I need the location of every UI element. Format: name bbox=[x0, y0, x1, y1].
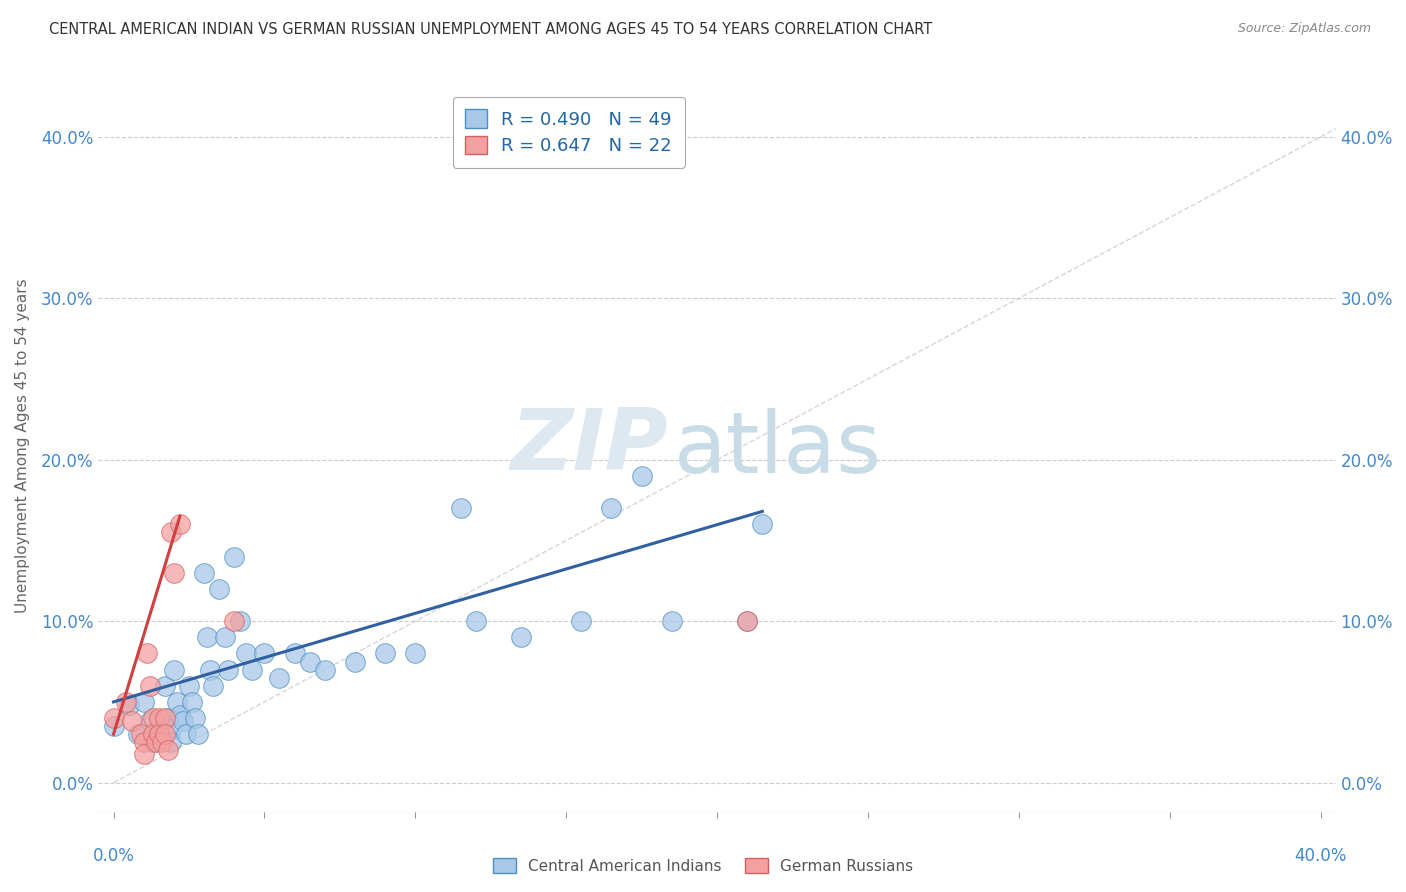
Point bbox=[195, 631, 218, 645]
Point bbox=[160, 723, 183, 737]
Point bbox=[103, 719, 125, 733]
Legend: Central American Indians, German Russians: Central American Indians, German Russian… bbox=[486, 852, 920, 880]
Point bbox=[298, 655, 321, 669]
Point bbox=[214, 631, 236, 645]
Text: 40.0%: 40.0% bbox=[1295, 847, 1347, 865]
Point bbox=[569, 614, 592, 628]
Point bbox=[121, 714, 143, 729]
Point bbox=[374, 647, 396, 661]
Text: 0.0%: 0.0% bbox=[93, 847, 135, 865]
Point bbox=[751, 517, 773, 532]
Point bbox=[138, 679, 160, 693]
Point bbox=[284, 647, 307, 661]
Point bbox=[181, 695, 204, 709]
Point bbox=[235, 647, 257, 661]
Point bbox=[138, 714, 160, 729]
Point bbox=[172, 714, 194, 729]
Point bbox=[450, 501, 472, 516]
Point bbox=[661, 614, 683, 628]
Point bbox=[153, 727, 176, 741]
Text: atlas: atlas bbox=[673, 409, 882, 491]
Point bbox=[117, 698, 139, 713]
Point bbox=[193, 566, 215, 580]
Text: ZIP: ZIP bbox=[510, 404, 668, 488]
Point bbox=[240, 663, 263, 677]
Point bbox=[630, 468, 652, 483]
Point bbox=[202, 679, 225, 693]
Point bbox=[343, 655, 366, 669]
Point bbox=[132, 747, 155, 761]
Legend: R = 0.490   N = 49, R = 0.647   N = 22: R = 0.490 N = 49, R = 0.647 N = 22 bbox=[453, 96, 685, 168]
Point bbox=[135, 647, 157, 661]
Point bbox=[150, 731, 173, 745]
Point bbox=[163, 566, 186, 580]
Point bbox=[253, 647, 276, 661]
Point bbox=[166, 695, 188, 709]
Point bbox=[142, 711, 165, 725]
Text: Source: ZipAtlas.com: Source: ZipAtlas.com bbox=[1237, 22, 1371, 36]
Point bbox=[224, 549, 246, 564]
Point bbox=[174, 727, 197, 741]
Y-axis label: Unemployment Among Ages 45 to 54 years: Unemployment Among Ages 45 to 54 years bbox=[15, 278, 30, 614]
Point bbox=[198, 663, 221, 677]
Point bbox=[148, 711, 170, 725]
Point bbox=[160, 525, 183, 540]
Point bbox=[404, 647, 426, 661]
Point bbox=[153, 711, 176, 725]
Point bbox=[148, 727, 170, 741]
Point bbox=[142, 727, 165, 741]
Point bbox=[160, 735, 183, 749]
Point bbox=[217, 663, 239, 677]
Point bbox=[163, 663, 186, 677]
Point bbox=[153, 679, 176, 693]
Point bbox=[156, 743, 179, 757]
Point bbox=[132, 735, 155, 749]
Point bbox=[735, 614, 758, 628]
Point bbox=[127, 727, 149, 741]
Point bbox=[114, 695, 136, 709]
Point bbox=[187, 727, 209, 741]
Point bbox=[177, 679, 200, 693]
Point bbox=[145, 735, 167, 749]
Point bbox=[464, 614, 486, 628]
Point bbox=[148, 727, 170, 741]
Point bbox=[129, 727, 152, 741]
Text: CENTRAL AMERICAN INDIAN VS GERMAN RUSSIAN UNEMPLOYMENT AMONG AGES 45 TO 54 YEARS: CENTRAL AMERICAN INDIAN VS GERMAN RUSSIA… bbox=[49, 22, 932, 37]
Point bbox=[208, 582, 231, 596]
Point bbox=[156, 711, 179, 725]
Point bbox=[600, 501, 623, 516]
Point bbox=[314, 663, 336, 677]
Point bbox=[132, 695, 155, 709]
Point bbox=[150, 735, 173, 749]
Point bbox=[103, 711, 125, 725]
Point bbox=[142, 735, 165, 749]
Point bbox=[224, 614, 246, 628]
Point bbox=[269, 671, 291, 685]
Point bbox=[509, 631, 531, 645]
Point bbox=[169, 517, 191, 532]
Point bbox=[184, 711, 207, 725]
Point bbox=[229, 614, 252, 628]
Point bbox=[169, 707, 191, 722]
Point bbox=[735, 614, 758, 628]
